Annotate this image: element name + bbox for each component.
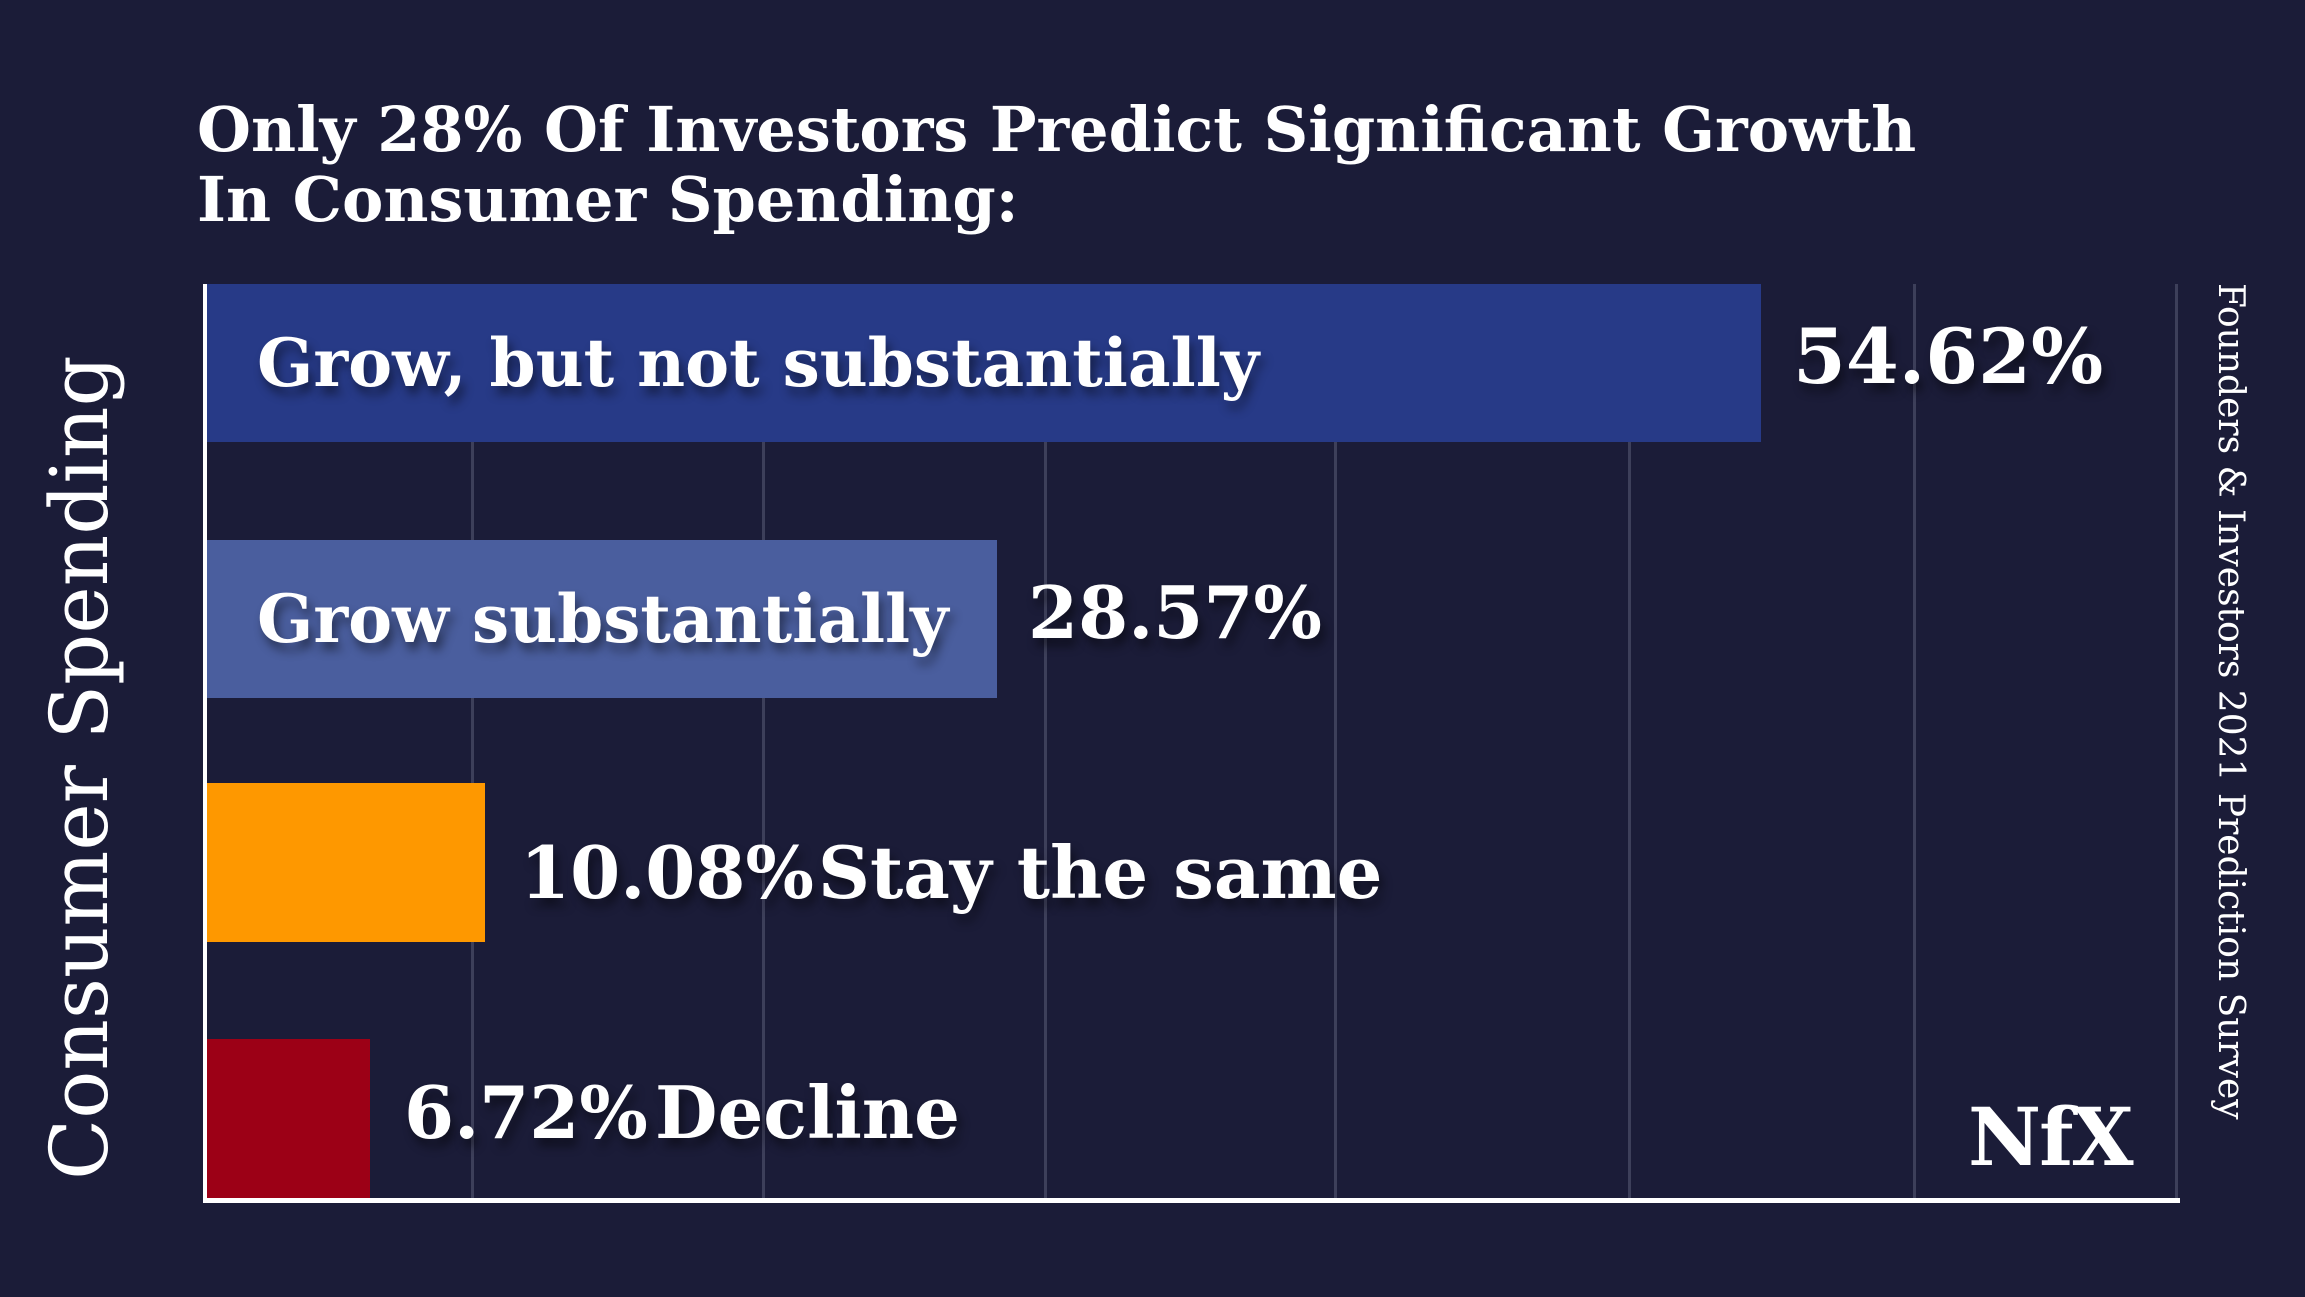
bar-grow-not-substantially: Grow, but not substantially <box>207 284 1761 442</box>
bar-category-label: Decline <box>655 1070 960 1155</box>
gridline <box>471 284 474 1200</box>
gridline <box>1044 284 1047 1200</box>
y-axis-label: Consumer Spending <box>33 355 126 1180</box>
source-label: Founders & Investors 2021 Prediction Sur… <box>2210 283 2251 1120</box>
gridline <box>1628 284 1631 1200</box>
gridline <box>1913 284 1916 1200</box>
chart-title: Only 28% Of Investors Predict Significan… <box>197 93 1917 236</box>
bar-label: Grow substantially <box>257 580 949 658</box>
nfx-logo: NfX <box>1968 1090 2134 1184</box>
bar-decline <box>207 1039 370 1198</box>
bar-category-label: Stay the same <box>818 830 1383 915</box>
bar-grow-substantially: Grow substantially <box>207 540 997 698</box>
gridline <box>1334 284 1337 1200</box>
gridline <box>2175 284 2178 1200</box>
bar-label: Grow, but not substantially <box>257 324 1260 402</box>
bar-value: 54.62% <box>1793 312 2104 401</box>
bar-value: 28.57% <box>1028 570 1322 655</box>
gridline <box>762 284 765 1200</box>
bar-value: 10.08% <box>520 830 814 915</box>
y-axis-line <box>203 284 207 1202</box>
x-axis-line <box>203 1198 2180 1203</box>
bar-value: 6.72% <box>404 1070 648 1155</box>
bar-stay-same <box>207 783 485 942</box>
